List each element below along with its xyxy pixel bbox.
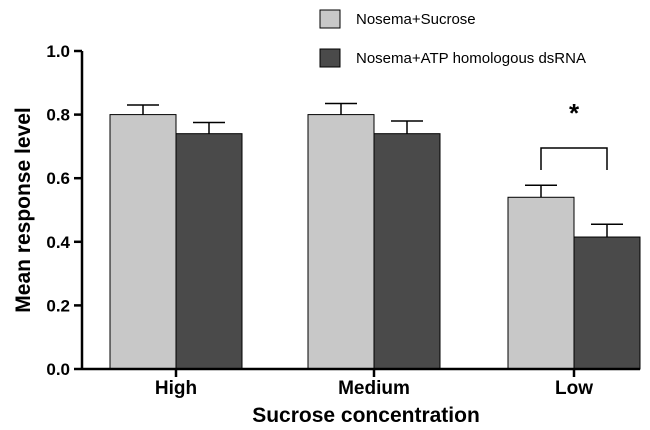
y-tick-label: 0.0: [46, 360, 70, 379]
legend-label-nosema-sucrose: Nosema+Sucrose: [356, 11, 476, 28]
x-tick-label-high: High: [155, 378, 197, 399]
bar-high-dsrna: [175, 133, 243, 370]
bar-low-sucrose: [507, 196, 575, 370]
x-axis-title: Sucrose concentration: [252, 404, 480, 427]
bar-low-dsrna: [573, 236, 641, 370]
bar-medium-sucrose: [307, 114, 375, 370]
x-tick-label-low: Low: [555, 378, 593, 399]
significance-annotation: *: [540, 98, 608, 170]
y-tick-label: 0.2: [46, 296, 70, 315]
y-tick-label: 0.4: [46, 233, 70, 252]
bar-high-sucrose: [109, 114, 177, 370]
y-tick-label: 0.6: [46, 169, 70, 188]
legend: Nosema+Sucrose Nosema+ATP homologous dsR…: [319, 9, 586, 68]
y-tick-label: 0.8: [46, 106, 70, 125]
significance-star: *: [569, 98, 580, 128]
significance-bracket: [540, 147, 608, 170]
legend-label-nosema-atp-dsrna: Nosema+ATP homologous dsRNA: [356, 50, 586, 67]
y-axis-title: Mean response level: [12, 107, 35, 312]
legend-swatch-nosema-atp-dsrna: [319, 48, 341, 68]
x-tick-label-medium: Medium: [338, 378, 410, 399]
bar-medium-dsrna: [373, 133, 441, 370]
axes-layer: 0.0 0.2 0.4 0.6 0.8 1.0 High Medium Low: [46, 42, 640, 399]
y-tick-label: 1.0: [46, 42, 70, 61]
bars-layer: [109, 102, 641, 370]
legend-swatch-nosema-sucrose: [319, 9, 341, 29]
